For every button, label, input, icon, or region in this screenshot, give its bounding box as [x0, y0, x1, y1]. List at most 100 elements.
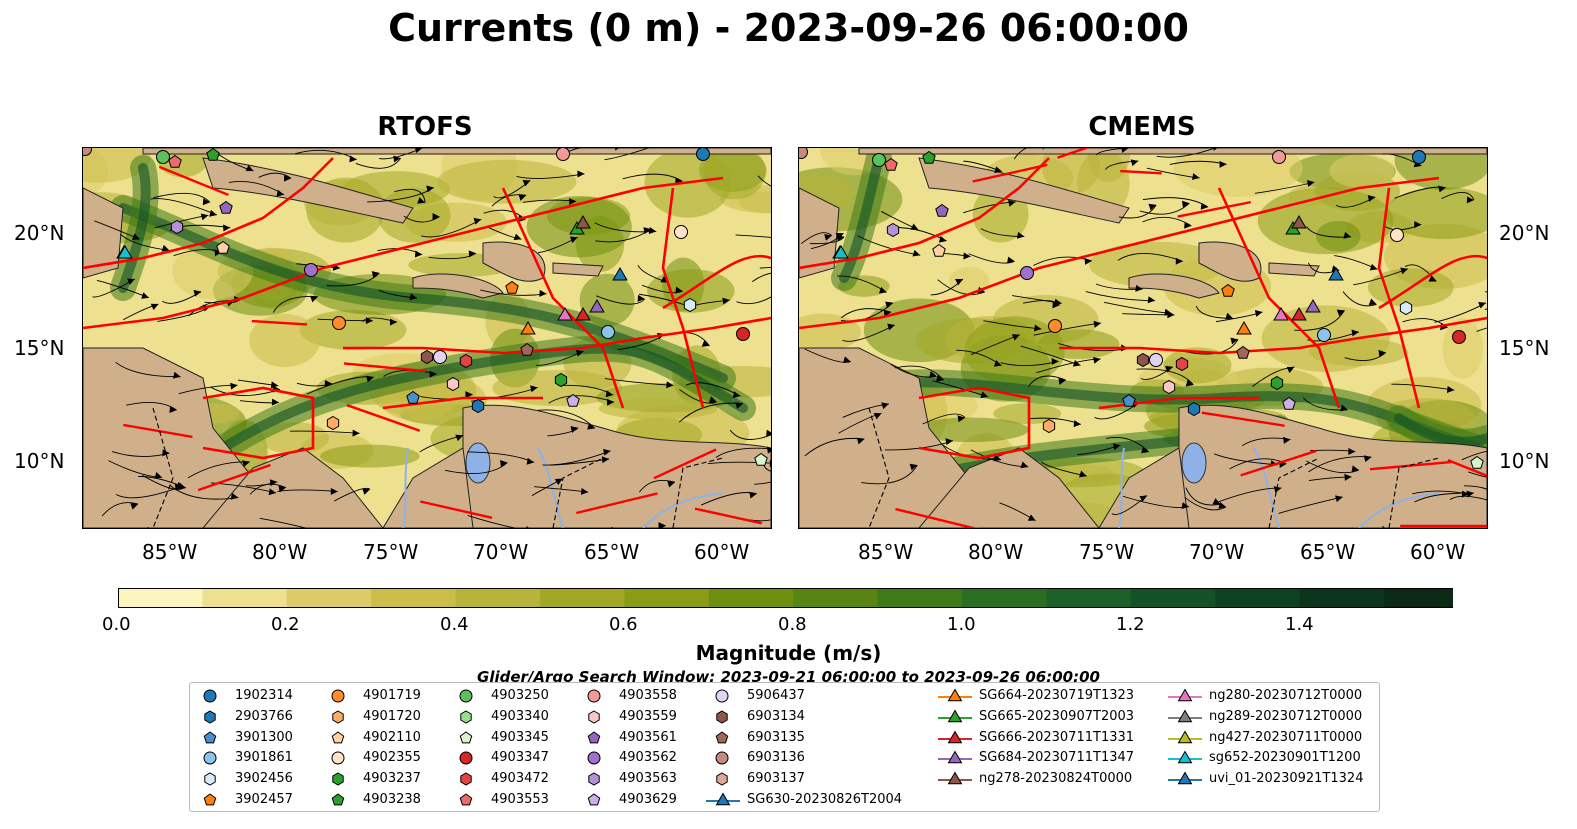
argo-float-marker[interactable] — [326, 415, 340, 431]
argo-float-marker[interactable] — [1042, 418, 1056, 434]
argo-float-marker[interactable] — [935, 203, 949, 217]
argo-float-marker[interactable] — [1162, 379, 1176, 395]
argo-float-marker[interactable] — [799, 148, 808, 159]
streamline — [259, 517, 308, 528]
argo-float-marker[interactable] — [886, 222, 900, 238]
argo-float-marker[interactable] — [1282, 396, 1296, 410]
glider-marker[interactable] — [612, 267, 628, 281]
argo-float-marker[interactable] — [1175, 356, 1189, 372]
eez-boundary — [1059, 316, 1487, 355]
argo-float-marker[interactable] — [420, 349, 434, 365]
argo-float-marker[interactable] — [674, 225, 688, 239]
glider-marker[interactable] — [833, 245, 849, 259]
argo-float-marker[interactable] — [601, 325, 615, 339]
legend-label: 4903629 — [619, 792, 677, 807]
streamline-arrow — [1218, 501, 1227, 509]
argo-float-marker[interactable] — [754, 452, 768, 466]
argo-float-marker[interactable] — [884, 157, 898, 171]
argo-float-marker[interactable] — [1221, 283, 1235, 297]
streamline-arrow — [131, 233, 140, 240]
argo-float-marker[interactable] — [1272, 150, 1286, 164]
colorbar — [118, 588, 1531, 612]
glider-marker[interactable] — [575, 214, 591, 229]
argo-float-marker[interactable] — [156, 150, 170, 164]
argo-float-marker[interactable] — [170, 219, 184, 235]
argo-float-marker[interactable] — [683, 297, 697, 313]
argo-float-marker[interactable] — [83, 148, 92, 156]
map-canvas — [83, 148, 771, 528]
argo-float-marker[interactable] — [332, 316, 346, 330]
argo-float-marker[interactable] — [471, 398, 485, 414]
argo-float-marker[interactable] — [1412, 150, 1426, 164]
argo-float-marker[interactable] — [872, 153, 886, 167]
glider-marker[interactable] — [557, 306, 573, 321]
glider-marker[interactable] — [1291, 306, 1307, 321]
map-cmems[interactable] — [798, 147, 1488, 529]
magnitude-field — [249, 313, 321, 368]
glider-marker[interactable] — [117, 245, 133, 259]
argo-float-marker[interactable] — [219, 200, 233, 214]
argo-float-marker[interactable] — [932, 243, 946, 257]
argo-float-marker[interactable] — [459, 353, 473, 369]
argo-float-marker[interactable] — [1399, 300, 1413, 316]
magnitude-field — [598, 397, 718, 420]
streamline — [757, 175, 771, 187]
argo-float-marker[interactable] — [922, 150, 936, 164]
streamline-arrow — [539, 289, 547, 297]
lon-tick-65-right: 65°W — [1300, 540, 1356, 564]
argo-float-marker[interactable] — [446, 376, 460, 392]
streamline — [1214, 453, 1278, 466]
streamline-arrow — [468, 250, 476, 258]
argo-float-marker[interactable] — [1048, 319, 1062, 333]
argo-float-marker[interactable] — [406, 390, 420, 404]
argo-float-marker[interactable] — [1020, 266, 1034, 280]
map-rtofs[interactable] — [82, 147, 772, 529]
argo-float-marker[interactable] — [1317, 328, 1331, 342]
argo-float-marker[interactable] — [1122, 393, 1136, 407]
streamline-arrow — [1351, 329, 1359, 337]
legend-marker-circle-icon — [203, 751, 217, 765]
argo-float-marker[interactable] — [1149, 353, 1163, 367]
streamline — [735, 234, 771, 238]
streamline-arrow — [432, 213, 440, 221]
argo-float-marker[interactable] — [566, 393, 580, 407]
argo-float-marker[interactable] — [216, 240, 230, 254]
legend-marker-hexagon-icon — [716, 710, 728, 724]
glider-marker[interactable] — [520, 320, 536, 335]
argo-float-marker[interactable] — [1270, 375, 1284, 391]
streamline-arrow — [1058, 377, 1066, 385]
argo-float-marker[interactable] — [520, 342, 534, 356]
glider-marker[interactable] — [589, 299, 605, 313]
eez-boundary — [1378, 254, 1487, 310]
argo-float-marker[interactable] — [554, 372, 568, 388]
argo-float-marker[interactable] — [168, 154, 182, 168]
colorbar-segment — [877, 588, 963, 608]
argo-float-marker[interactable] — [556, 148, 570, 161]
argo-float-marker[interactable] — [505, 280, 519, 294]
glider-marker[interactable] — [1273, 306, 1289, 321]
argo-float-marker[interactable] — [1470, 455, 1484, 469]
glider-marker[interactable] — [1291, 214, 1307, 229]
argo-float-marker[interactable] — [1187, 401, 1201, 417]
argo-float-marker[interactable] — [433, 350, 447, 364]
streamline — [258, 172, 292, 179]
argo-float-marker[interactable] — [304, 263, 318, 277]
streamline-arrow — [429, 370, 437, 378]
streamline-arrow — [455, 434, 464, 442]
glider-marker[interactable] — [575, 306, 591, 321]
argo-float-marker[interactable] — [736, 327, 750, 341]
streamline-arrow — [362, 488, 370, 495]
argo-float-marker[interactable] — [1390, 228, 1404, 242]
argo-float-marker[interactable] — [1136, 352, 1150, 368]
streamline-arrow — [414, 250, 423, 258]
argo-float-marker[interactable] — [1452, 330, 1466, 344]
streamline — [403, 215, 440, 223]
colorbar-segment — [708, 588, 794, 608]
glider-marker[interactable] — [1236, 320, 1252, 335]
streamline-arrow — [1112, 443, 1121, 451]
argo-float-marker[interactable] — [1236, 345, 1250, 359]
glider-marker[interactable] — [1305, 299, 1321, 313]
argo-float-marker[interactable] — [696, 148, 710, 161]
argo-float-marker[interactable] — [206, 148, 220, 161]
glider-marker[interactable] — [1328, 267, 1344, 281]
